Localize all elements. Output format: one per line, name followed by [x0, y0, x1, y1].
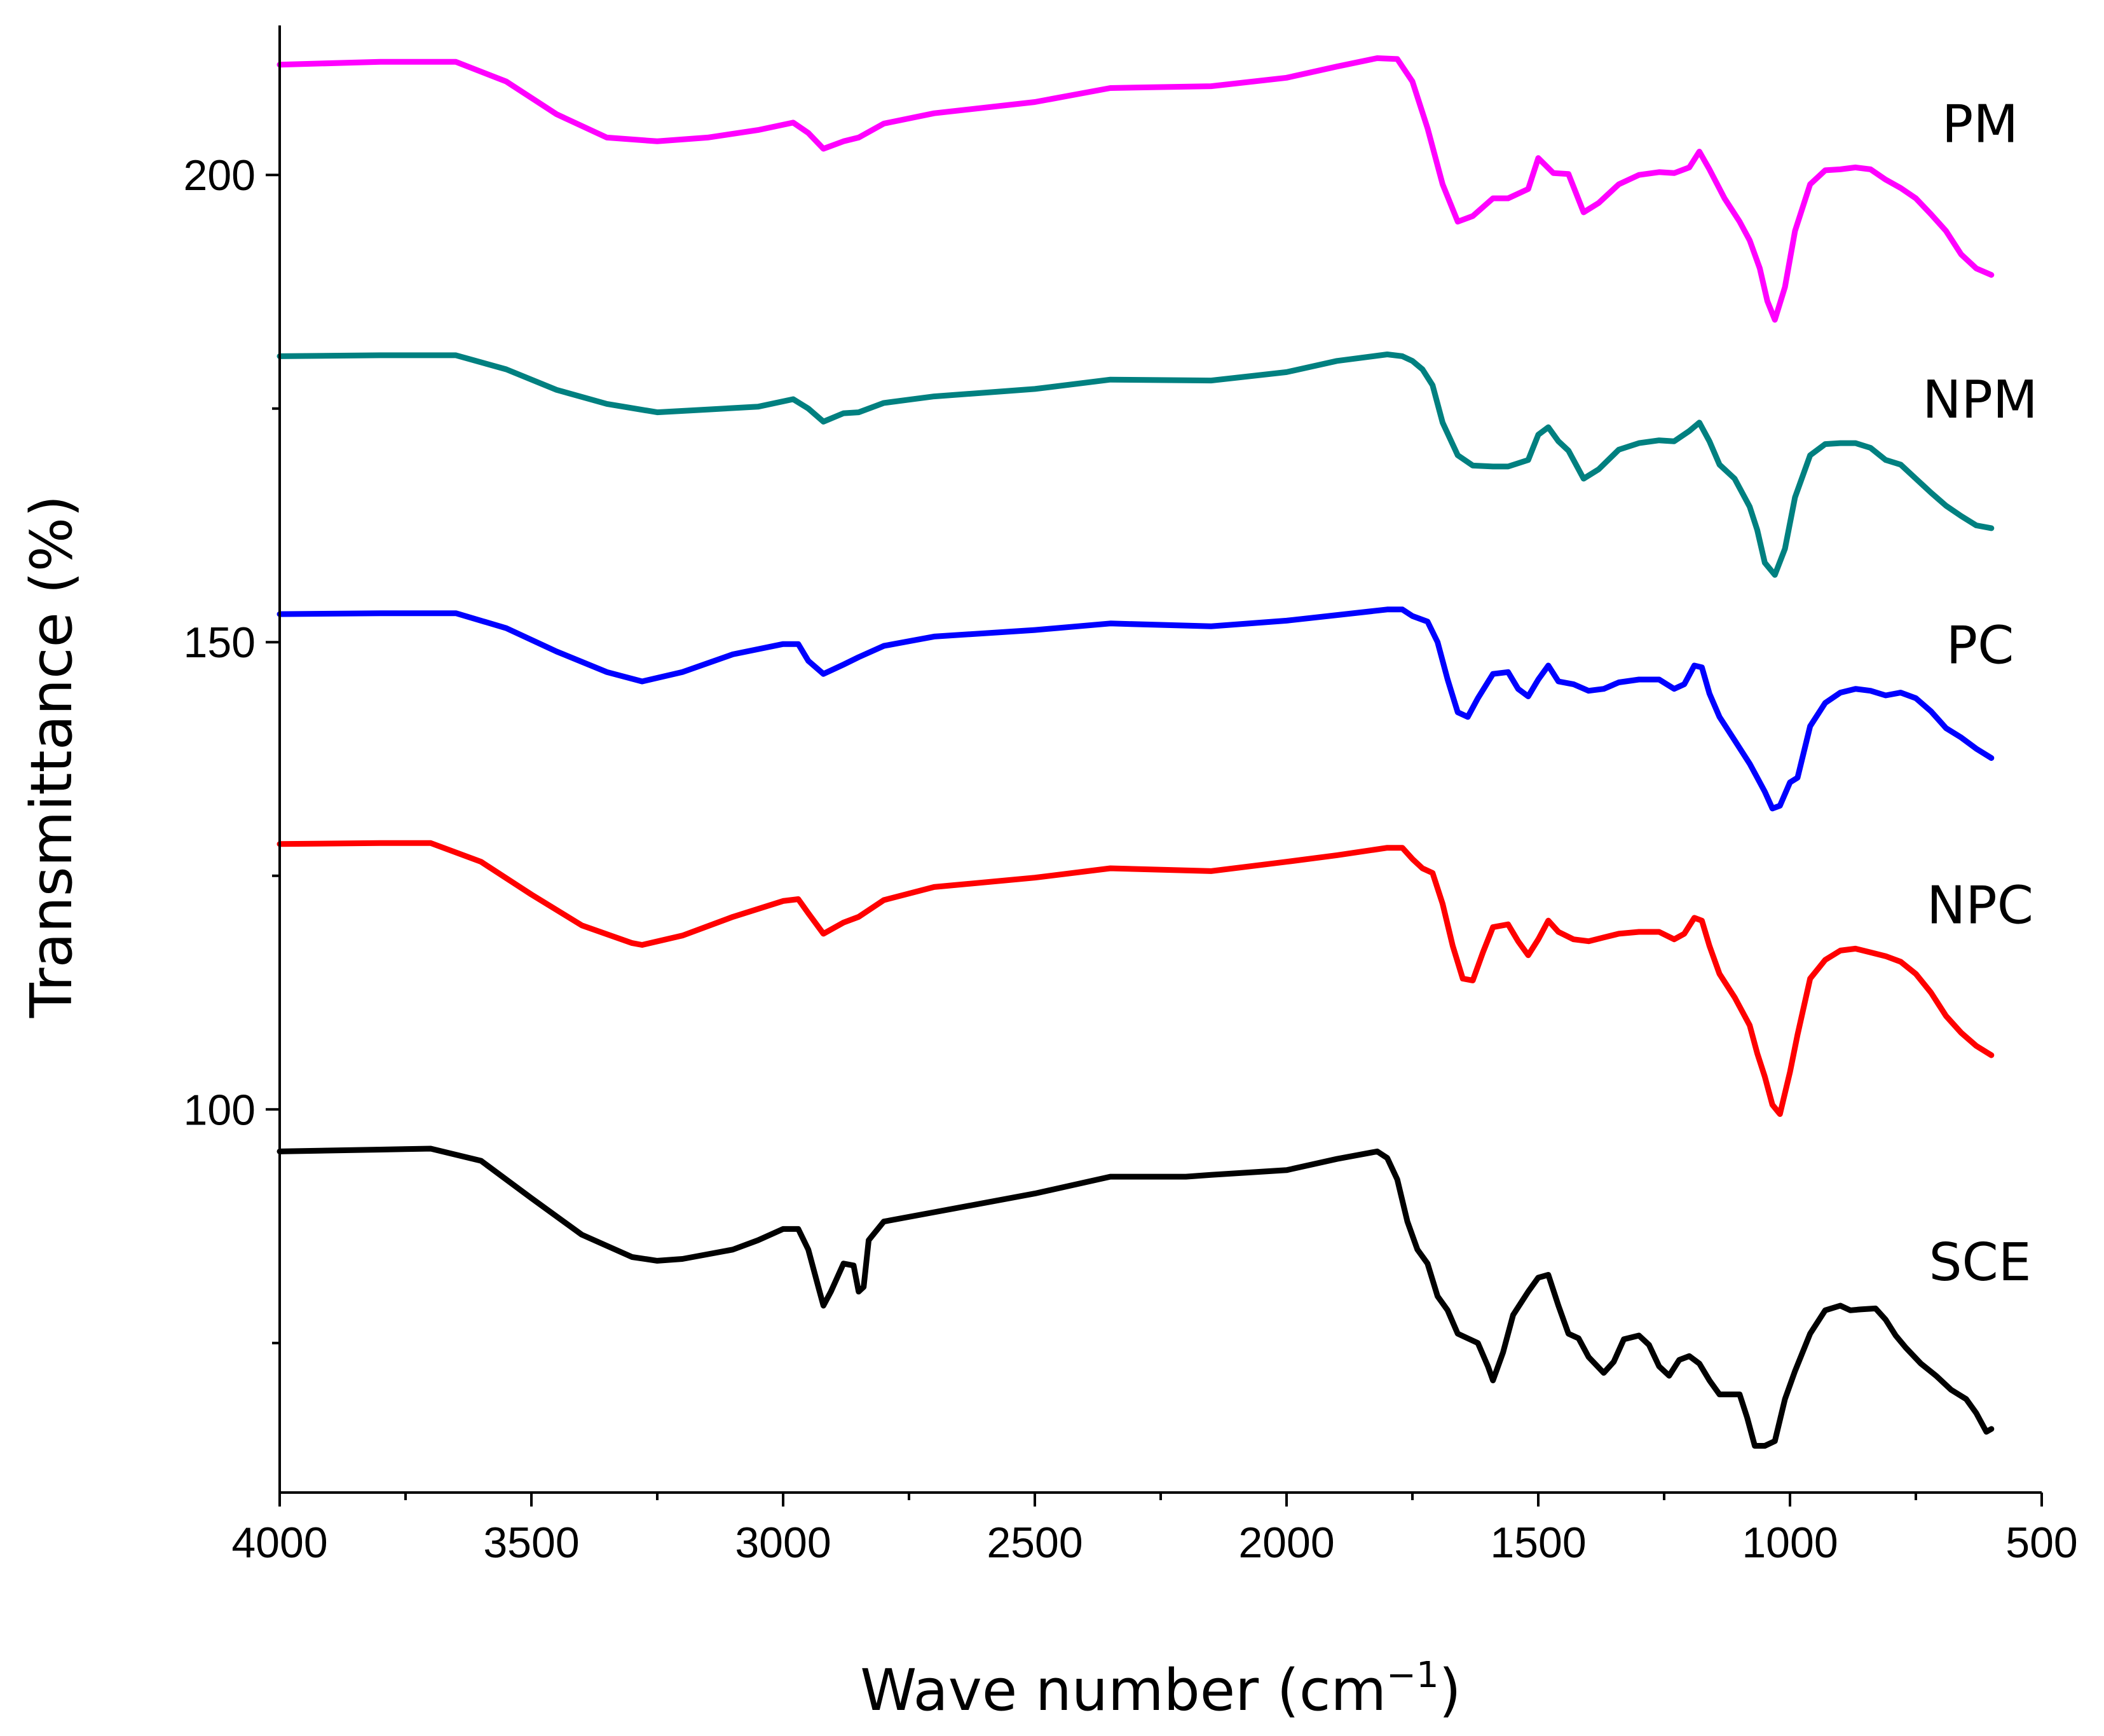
series-label-pc: PC: [1946, 616, 2014, 676]
y-axis-ticks: 100 150 200: [184, 151, 280, 1344]
series-label-pm: PM: [1942, 94, 2018, 154]
y-axis-title: Transmittance (%): [18, 495, 85, 1018]
series-label-npc: NPC: [1927, 875, 2033, 936]
x-tick-label: 1500: [1490, 1519, 1586, 1567]
x-tick-label: 3000: [735, 1519, 831, 1567]
y-tick-label: 200: [184, 151, 256, 200]
plot-area: [277, 55, 1995, 1449]
y-tick-label: 150: [184, 619, 256, 667]
x-axis-title-superscript: −1: [1386, 1655, 1439, 1696]
series-labels: PM NPM PC NPC SCE: [1922, 94, 2038, 1293]
series-label-npm: NPM: [1922, 370, 2038, 430]
x-axis-ticks: 4000 3500 3000 2500 2000 1500 1000 500: [231, 1493, 2078, 1567]
series-line-pm: [277, 55, 1995, 323]
x-tick-label: 500: [2005, 1519, 2077, 1567]
series-line-pc: [277, 606, 1995, 812]
series-line-npc: [277, 840, 1995, 1117]
y-tick-label: 100: [184, 1086, 256, 1134]
x-tick-label: 2500: [987, 1519, 1083, 1567]
x-tick-label: 4000: [231, 1519, 327, 1567]
x-tick-label: 1000: [1742, 1519, 1838, 1567]
series-label-sce: SCE: [1929, 1233, 2031, 1293]
x-axis-title-close: ): [1439, 1657, 1461, 1724]
x-axis-title: Wave number (cm−1): [860, 1655, 1461, 1724]
x-tick-label: 2000: [1238, 1519, 1334, 1567]
x-tick-label: 3500: [483, 1519, 579, 1567]
series-line-sce: [277, 1145, 1995, 1449]
series-line-npm: [277, 352, 1995, 578]
